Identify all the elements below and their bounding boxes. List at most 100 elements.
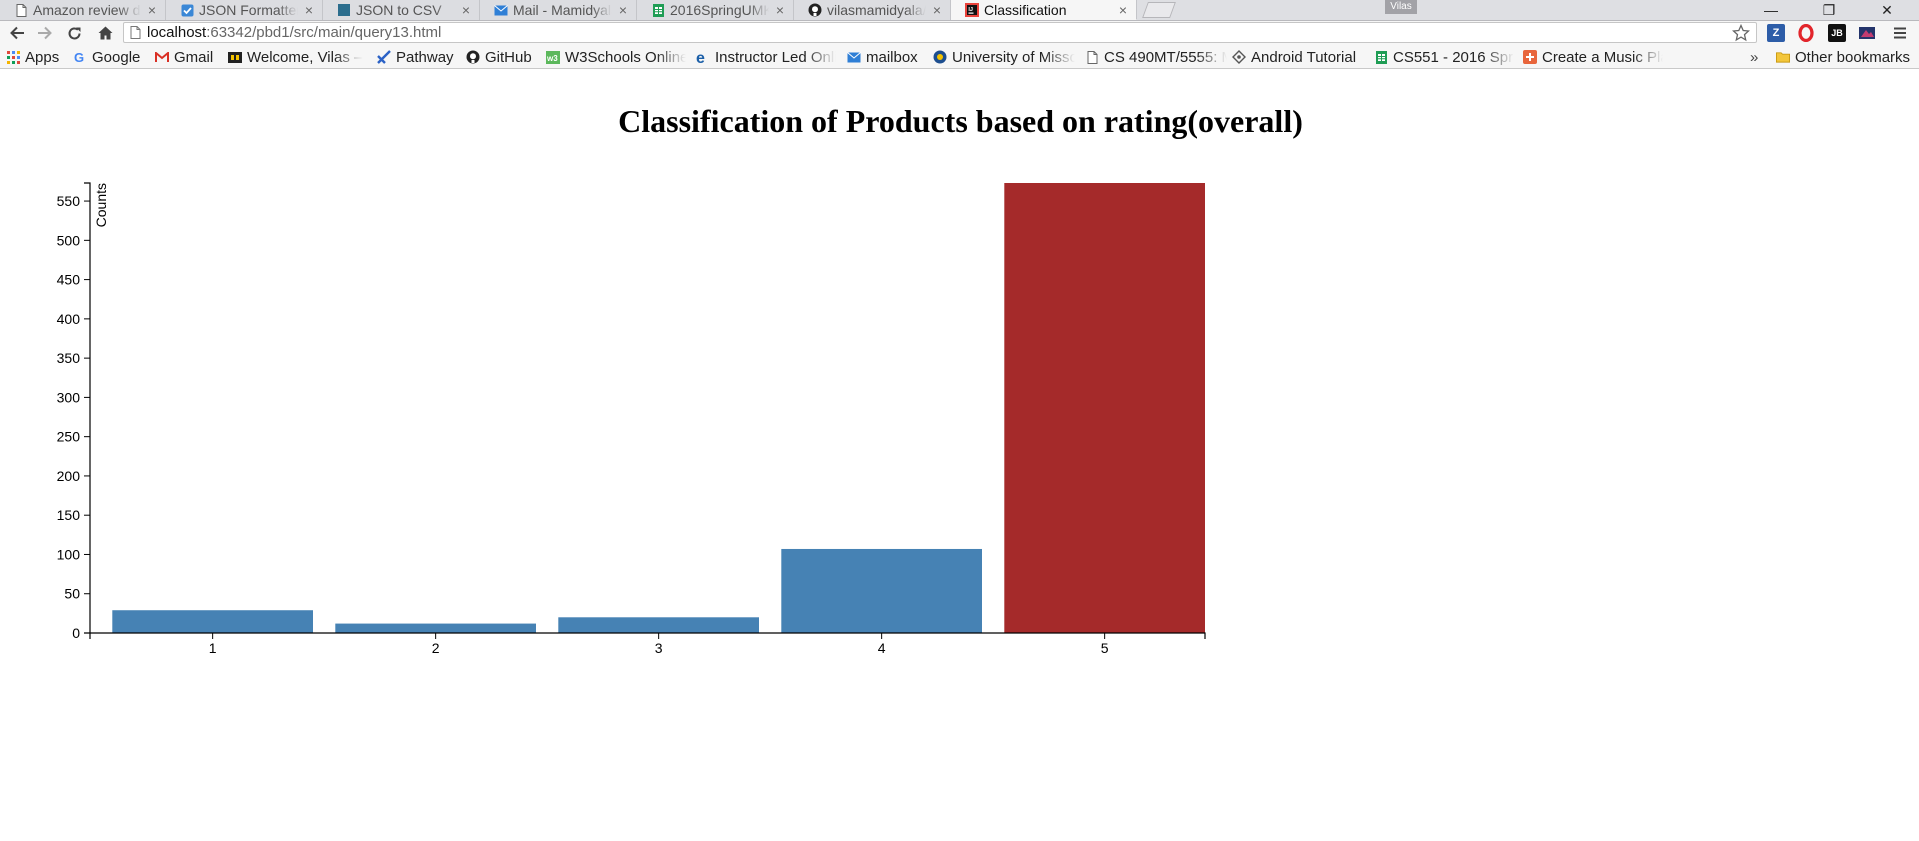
forward-button[interactable] <box>34 23 56 43</box>
w3schools-icon: w3 <box>546 50 560 64</box>
url-path: :63342/pbd1/src/main/query13.html <box>206 24 442 41</box>
y-axis: 0 50 100 150 200 250 300 350 400 450 500 550 <box>57 182 91 641</box>
bookmark-label: Instructor Led Online <box>715 48 836 66</box>
bookmark-university[interactable]: University of Missouri <box>933 48 1075 66</box>
close-window-button[interactable]: ✕ <box>1881 1 1893 18</box>
x-axis-line <box>89 632 1206 639</box>
address-bar[interactable]: localhost:63342/pbd1/src/main/query13.ht… <box>123 22 1757 43</box>
page-title: Classification of Products based on rati… <box>618 103 1303 139</box>
mail-icon <box>494 3 508 17</box>
android-icon <box>1232 50 1246 64</box>
bookmark-label: CS551 - 2016 Spring <box>1393 48 1514 66</box>
mail-icon <box>847 50 861 64</box>
reload-button[interactable] <box>63 23 85 43</box>
bookmark-w3schools[interactable]: w3 W3Schools Online Web <box>546 48 686 66</box>
other-bookmarks-folder[interactable]: Other bookmarks <box>1776 48 1910 66</box>
y-tick-label: 500 <box>57 232 81 248</box>
tab-title: Mail - Mamidyala, Vilas <box>513 2 612 18</box>
bar-rating-1[interactable] <box>112 610 313 633</box>
tab-amazon-review-data[interactable]: Amazon review data × <box>0 0 166 20</box>
close-tab-icon[interactable]: × <box>461 2 471 18</box>
tab-hackathon-sheet[interactable]: 2016SpringUMKCHackathon × <box>637 0 794 20</box>
bar-rating-4[interactable] <box>781 548 982 633</box>
sheet-icon <box>651 3 665 17</box>
y-tick-label: 450 <box>57 272 81 288</box>
restore-button[interactable]: ❐ <box>1822 1 1836 18</box>
bookmark-label: Pathway <box>396 48 454 66</box>
page-info-icon[interactable] <box>130 26 141 39</box>
bookmark-label: Other bookmarks <box>1795 48 1911 66</box>
bookmark-google[interactable]: G Google <box>73 48 140 66</box>
svg-text:w3: w3 <box>546 54 558 63</box>
document-icon <box>1085 50 1099 64</box>
bookmark-github[interactable]: GitHub <box>466 48 532 66</box>
bookmark-music-playlist[interactable]: Create a Music Playlist <box>1523 48 1663 66</box>
bookmark-mailbox[interactable]: mailbox <box>847 48 918 66</box>
tab-classification[interactable]: IJ Classification × <box>951 0 1137 20</box>
tab-json-to-csv[interactable]: JSON to CSV × <box>323 0 480 20</box>
bookmark-label: Gmail <box>174 48 214 66</box>
bookmark-cs490[interactable]: CS 490MT/5555: Mobile <box>1085 48 1227 66</box>
pathway-icon <box>377 50 391 64</box>
tab-mail[interactable]: Mail - Mamidyala, Vilas × <box>480 0 637 20</box>
tab-title: JSON to CSV <box>356 2 442 18</box>
umkc-icon <box>933 50 947 64</box>
close-tab-icon[interactable]: × <box>1118 1 1128 18</box>
lynda-icon <box>228 50 242 64</box>
close-tab-icon[interactable]: × <box>775 2 785 18</box>
bar-rating-2[interactable] <box>335 623 536 633</box>
bookmark-apps[interactable]: Apps <box>6 48 59 66</box>
close-tab-icon[interactable]: × <box>618 2 628 18</box>
reload-icon <box>68 26 80 39</box>
x-tick-label: 4 <box>878 640 886 656</box>
bookmark-gmail[interactable]: Gmail <box>155 48 213 66</box>
y-axis-label: Counts <box>93 183 109 227</box>
profile-badge[interactable]: Vilas <box>1385 0 1417 14</box>
menu-icon[interactable] <box>1891 24 1909 42</box>
close-tab-icon[interactable]: × <box>147 2 157 18</box>
bookmark-label: University of Missouri <box>952 48 1075 66</box>
bookmark-pathway[interactable]: Pathway <box>377 48 454 66</box>
bookmark-lynda[interactable]: Welcome, Vilas – Lynda <box>228 48 363 66</box>
bookmark-android[interactable]: Android Tutorial <box>1232 48 1356 66</box>
bar-rating-3[interactable] <box>558 617 759 633</box>
tab-title: 2016SpringUMKCHackathon <box>670 2 769 18</box>
y-tick-label: 300 <box>57 389 81 405</box>
minimize-button[interactable]: — <box>1764 2 1778 18</box>
y-tick-label: 50 <box>64 586 80 602</box>
x-axis: 1 2 3 4 5 <box>89 632 1206 656</box>
y-tick-label: 200 <box>57 468 81 484</box>
bookmarks-overflow-chevron[interactable]: » <box>1750 48 1759 66</box>
tab-github-repo[interactable]: vilasmamidyala/Hackathon × <box>794 0 951 20</box>
home-button[interactable] <box>94 23 116 43</box>
bookmark-label: Android Tutorial <box>1251 48 1357 66</box>
bookmark-instructor-led[interactable]: e Instructor Led Online <box>696 48 836 66</box>
opera-extension-icon[interactable] <box>1797 24 1815 42</box>
close-tab-icon[interactable]: × <box>932 2 942 18</box>
y-tick-label: 350 <box>57 350 81 366</box>
close-tab-icon[interactable]: × <box>304 2 314 18</box>
bookmark-label: Google <box>92 48 141 66</box>
e-icon: e <box>696 50 710 64</box>
bookmark-cs551[interactable]: CS551 - 2016 Spring <box>1374 48 1514 66</box>
tab-json-formatter[interactable]: JSON Formatter & Validator × <box>166 0 323 20</box>
svg-text:G: G <box>74 50 84 64</box>
zotero-extension-icon[interactable]: Z <box>1767 24 1785 42</box>
checkbox-icon <box>180 3 194 17</box>
tab-title: Classification <box>984 1 1067 18</box>
tab-title: Amazon review data <box>33 2 141 18</box>
home-icon <box>98 26 112 40</box>
x-tick-label: 1 <box>209 640 217 656</box>
browser-toolbar: localhost:63342/pbd1/src/main/query13.ht… <box>0 21 1919 45</box>
x-tick-label: 2 <box>432 640 440 656</box>
back-button[interactable] <box>6 23 28 43</box>
screen-capture-extension-icon[interactable] <box>1858 24 1876 42</box>
music-icon <box>1523 50 1537 64</box>
intellij-icon: IJ <box>965 2 979 17</box>
github-icon <box>808 3 822 17</box>
jetbrains-extension-icon[interactable]: JB <box>1828 24 1846 42</box>
bar-rating-5[interactable] <box>1004 183 1205 633</box>
bookmark-star-icon[interactable] <box>1731 23 1751 46</box>
sheet-icon <box>1374 50 1388 64</box>
